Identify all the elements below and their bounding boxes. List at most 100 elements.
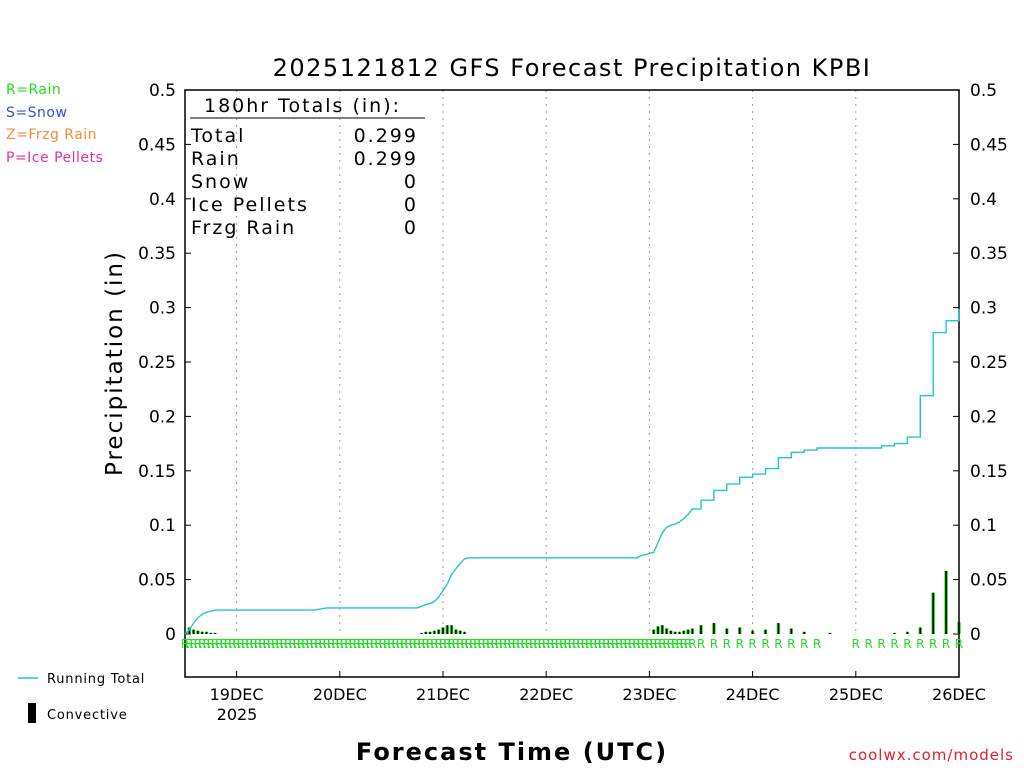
rain-type-mark: R [344,637,352,651]
x-tick-label-24dec: 24DEC [726,685,780,704]
rain-type-mark: R [697,637,705,651]
y-tick-label-right: 0.5 [970,81,997,101]
rain-type-mark: R [589,637,597,651]
rain-type-mark: R [619,637,627,651]
rain-type-mark: R [521,637,529,651]
rain-type-mark: R [301,637,309,651]
convective-bar [700,625,702,634]
y-tick-label-left: 0.4 [149,190,176,210]
y-tick-label-right: 0.45 [970,135,1008,155]
x-tick-label-23dec: 23DEC [622,685,676,704]
rain-type-mark: R [207,637,215,651]
y-tick-label-right: 0.4 [970,190,997,210]
rain-type-mark: R [241,637,249,651]
rain-type-mark: R [632,637,640,651]
y-tick-label-left: 0.1 [149,516,176,536]
convective-bar [442,627,444,634]
legend-convective: Convective [28,703,128,723]
x-axis-ticks: 19DEC 20DEC 21DEC 22DEC 23DEC 24DEC 25DEC 26DEC [210,671,986,704]
convective-bar [751,630,754,634]
rain-type-mark: R [306,637,314,651]
rain-type-mark: R [413,637,421,651]
totals-header: 180hr Totals (in): [204,95,401,117]
rain-type-mark: R [353,637,361,651]
rain-type-mark: R [293,637,301,651]
y-tick-label-left: 0.5 [149,81,176,101]
rain-type-mark: R [211,637,219,651]
rain-type-mark: R [473,637,481,651]
convective-bar [657,626,659,634]
rain-type-mark: R [245,637,253,651]
rain-type-mark: R [564,637,572,651]
convective-bar [670,630,672,634]
convective-bar [829,632,831,634]
rain-type-mark: R [650,637,658,651]
rain-type-mark: R [465,637,473,651]
totals-label-snow: Snow [191,171,250,193]
rain-type-mark: R [890,637,898,651]
rain-type-mark: R [546,637,554,651]
rain-type-mark: R [232,637,240,651]
rain-type-mark: R [572,637,580,651]
convective-bar [661,625,664,634]
rain-type-mark: R [288,637,296,651]
x-tick-label-20dec: 20DEC [313,685,367,704]
convective-bar [893,632,896,634]
chart-title: 2025121812 GFS Forecast Precipitation KP… [273,54,872,82]
totals-box: 180hr Totals (in): Total 0.299 Rain 0.299 Sn… [190,95,425,239]
rain-type-mark: R [370,637,378,651]
running-total-line [184,308,960,635]
rain-type-mark: R [585,637,593,651]
convective-bar [450,625,453,634]
rain-type-mark: R [641,637,649,651]
rain-type-mark: R [447,637,455,651]
convective-bar [197,630,199,634]
rain-type-mark: R [361,637,369,651]
credit-link[interactable]: coolwx.com/models [848,746,1014,764]
legend-ice-pellets: P=Ice Pellets [6,150,104,166]
precipitation-bars [187,570,961,634]
rain-type-mark: R [568,637,576,651]
rain-type-mark: R [482,637,490,651]
rain-type-mark: R [877,637,885,651]
convective-bar [420,632,423,634]
rain-type-mark: R [310,637,318,651]
convective-bar [652,629,655,634]
convective-bar [425,631,427,634]
y-tick-label-right: 0.15 [970,462,1008,482]
convective-bar [790,628,793,634]
x-tick-label-22dec: 22DEC [519,685,573,704]
rain-type-mark: R [409,637,417,651]
rain-type-mark: R [611,637,619,651]
rain-type-mark: R [263,637,271,651]
y-tick-label-right: 0.1 [970,516,997,536]
rain-type-mark: R [327,637,335,651]
convective-bar [764,629,767,634]
y-tick-label-left: 0.15 [138,462,176,482]
convective-bar [958,622,960,634]
rain-type-mark: R [525,637,533,651]
rain-type-mark: R [607,637,615,651]
convective-legend-label: Convective [47,708,128,723]
convective-bar [463,631,466,634]
rain-type-mark: R [396,637,404,651]
rain-type-mark: R [439,637,447,651]
rain-type-mark: R [499,637,507,651]
rain-type-mark: R [404,637,412,651]
rain-type-mark: R [383,637,391,651]
rain-type-mark: R [598,637,606,651]
rain-type-mark: R [576,637,584,651]
rain-type-mark: R [374,637,382,651]
rain-type-mark: R [533,637,541,651]
rain-type-mark: R [366,637,374,651]
rain-type-mark: R [787,637,795,651]
rain-type-mark: R [422,637,430,651]
totals-label-total: Total [190,125,245,147]
rain-type-mark: R [194,637,202,651]
rain-type-mark: R [426,637,434,651]
rain-type-mark: R [581,637,589,651]
running-total-legend-label: Running Total [47,672,145,687]
totals-value-ice-pellets: 0 [404,194,418,216]
totals-label-ice-pellets: Ice Pellets [191,194,309,216]
